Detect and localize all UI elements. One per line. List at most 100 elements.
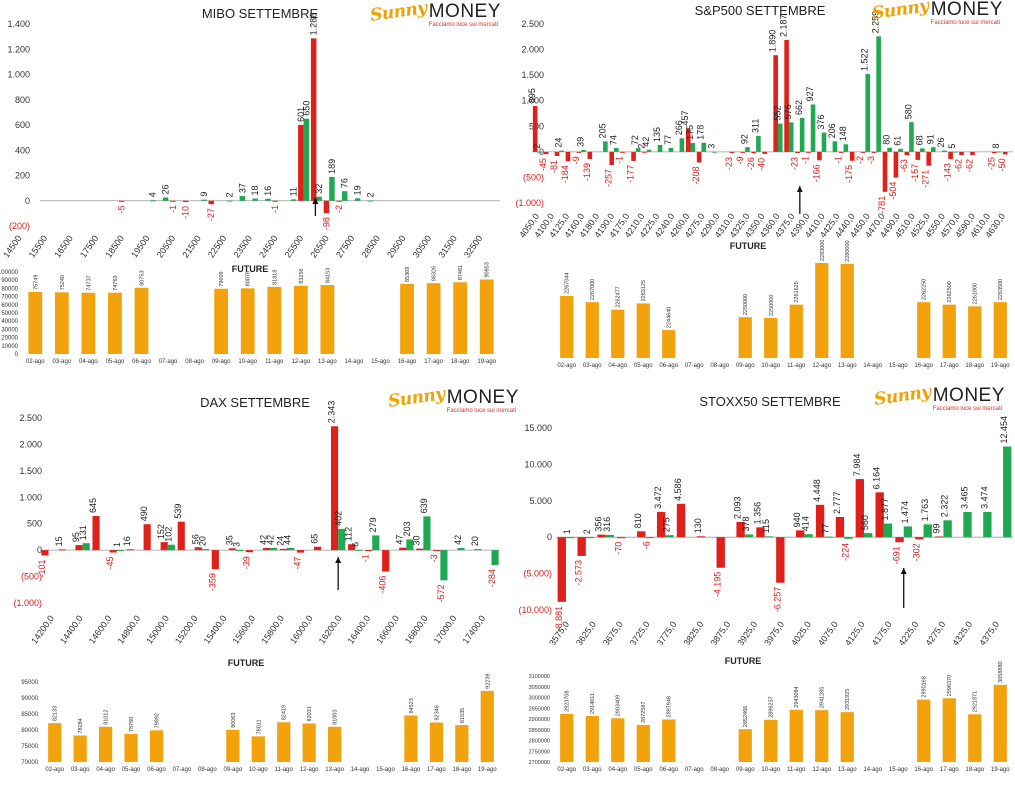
call-data-label: 3 bbox=[707, 144, 717, 149]
put-bar bbox=[313, 546, 322, 551]
x-tick-label: 03-ago bbox=[71, 767, 90, 773]
y-tick-label: 40000 bbox=[1, 319, 18, 325]
future-data-label: 81012 bbox=[104, 709, 110, 724]
call-data-label: 376 bbox=[816, 115, 826, 130]
y-tick-label: (1.000) bbox=[515, 198, 544, 208]
y-tick-label: 70000 bbox=[1, 295, 18, 301]
y-tick-label: (200) bbox=[9, 221, 30, 231]
future-bar bbox=[815, 710, 829, 762]
future-data-label: 2267000 bbox=[590, 279, 596, 300]
future-data-label: 2903409 bbox=[616, 695, 622, 716]
put-bar bbox=[696, 151, 702, 163]
call-data-label: 20 bbox=[197, 536, 207, 546]
chart-title: FUTURE bbox=[228, 658, 265, 668]
future-bar bbox=[214, 288, 229, 354]
call-bar bbox=[316, 196, 322, 201]
sunny-money-logo: Sunny MONEY Facciamo luce sui mercati bbox=[387, 384, 519, 415]
y-tick-label: (5.000) bbox=[523, 569, 552, 579]
x-tick-label: 09-ago bbox=[736, 363, 755, 369]
put-data-label: -47 bbox=[292, 557, 302, 570]
future-bar bbox=[662, 330, 676, 358]
future-bar bbox=[277, 722, 291, 762]
put-data-label: -1 bbox=[168, 205, 178, 213]
call-bar bbox=[712, 151, 717, 153]
call-bar bbox=[290, 199, 297, 201]
put-bar bbox=[597, 534, 606, 538]
x-tick-label: 3725,0 bbox=[628, 619, 652, 645]
future-data-label: 2261000 bbox=[973, 283, 979, 304]
call-data-label: 178 bbox=[696, 125, 706, 140]
put-bar bbox=[696, 536, 706, 538]
future-data-label: 79892 bbox=[155, 713, 161, 728]
call-bar bbox=[82, 543, 90, 551]
x-tick-label: 03-ago bbox=[52, 359, 71, 365]
future-bar bbox=[585, 715, 599, 762]
put-bar bbox=[298, 124, 304, 201]
call-data-label: 1.763 bbox=[920, 499, 930, 522]
x-tick-label: 14800,0 bbox=[115, 613, 142, 645]
put-bar bbox=[617, 537, 626, 539]
x-tick-label: 3925,0 bbox=[735, 619, 759, 645]
x-tick-label: 16500 bbox=[52, 233, 75, 259]
call-bar bbox=[474, 549, 482, 551]
future-bar bbox=[585, 302, 599, 358]
x-tick-label: 14600,0 bbox=[87, 613, 114, 645]
future-bar bbox=[108, 292, 122, 354]
x-tick-label: 14200,0 bbox=[29, 613, 56, 645]
x-tick-label: 30500 bbox=[411, 233, 434, 259]
x-tick-label: 15000,0 bbox=[144, 613, 171, 645]
x-tick-label: 11-ago bbox=[265, 359, 284, 365]
y-tick-label: 30000 bbox=[1, 327, 18, 333]
x-tick-label: 04-ago bbox=[79, 359, 98, 365]
call-data-label: 6 bbox=[351, 542, 361, 547]
future-data-label: 2263500 bbox=[998, 279, 1004, 300]
x-tick-label: 27500 bbox=[334, 233, 357, 259]
x-tick-label: 11-ago bbox=[787, 363, 806, 369]
future-data-label: 80078 bbox=[246, 271, 252, 286]
x-tick-label: 13-ago bbox=[838, 767, 857, 773]
call-bar bbox=[804, 534, 813, 538]
put-bar bbox=[838, 151, 844, 153]
x-tick-label: 28500 bbox=[359, 233, 382, 259]
x-tick-label: 18-ago bbox=[451, 359, 470, 365]
put-data-label: -101 bbox=[37, 559, 47, 577]
x-tick-label: 15800,0 bbox=[259, 613, 286, 645]
put-data-label: -45 bbox=[538, 158, 548, 171]
call-data-label: 115 bbox=[761, 519, 771, 533]
put-data-label: -302 bbox=[911, 543, 921, 561]
put-bar bbox=[926, 151, 932, 166]
call-bar bbox=[491, 550, 499, 566]
future-bar bbox=[789, 709, 803, 762]
call-bar bbox=[799, 118, 805, 152]
y-tick-label: 800 bbox=[15, 95, 30, 105]
price-marker-arrowhead bbox=[312, 197, 319, 204]
call-bar bbox=[367, 200, 374, 202]
call-data-label: 1 bbox=[562, 529, 572, 534]
x-tick-label: 02-ago bbox=[26, 359, 45, 365]
put-data-label: -2.573 bbox=[574, 560, 584, 586]
x-tick-label: 05-ago bbox=[122, 767, 141, 773]
x-tick-label: 25500 bbox=[283, 233, 306, 259]
y-tick-label: 75000 bbox=[21, 744, 38, 750]
put-bar bbox=[751, 151, 757, 154]
call-bar bbox=[239, 196, 246, 201]
future-bar bbox=[764, 318, 778, 358]
future-data-label: 84523 bbox=[409, 698, 415, 713]
put-data-label: 2 bbox=[636, 144, 646, 149]
call-bar bbox=[665, 535, 674, 538]
call-bar bbox=[745, 147, 750, 152]
y-tick-label: 80000 bbox=[21, 728, 38, 734]
logo-money-text: MONEY bbox=[428, 1, 501, 22]
call-bar bbox=[372, 535, 380, 551]
put-data-label: -39 bbox=[241, 556, 251, 569]
x-tick-label: 14-ago bbox=[351, 767, 370, 773]
put-bar bbox=[729, 151, 735, 154]
future-bar bbox=[942, 304, 956, 358]
call-data-label: 639 bbox=[419, 498, 429, 513]
chart-title: S&P500 SETTEMBRE bbox=[695, 3, 826, 18]
future-bar bbox=[327, 726, 342, 762]
future-bar bbox=[240, 288, 255, 354]
call-bar bbox=[941, 150, 947, 152]
put-bar bbox=[904, 151, 910, 156]
future-data-label: 90853 bbox=[485, 262, 491, 277]
